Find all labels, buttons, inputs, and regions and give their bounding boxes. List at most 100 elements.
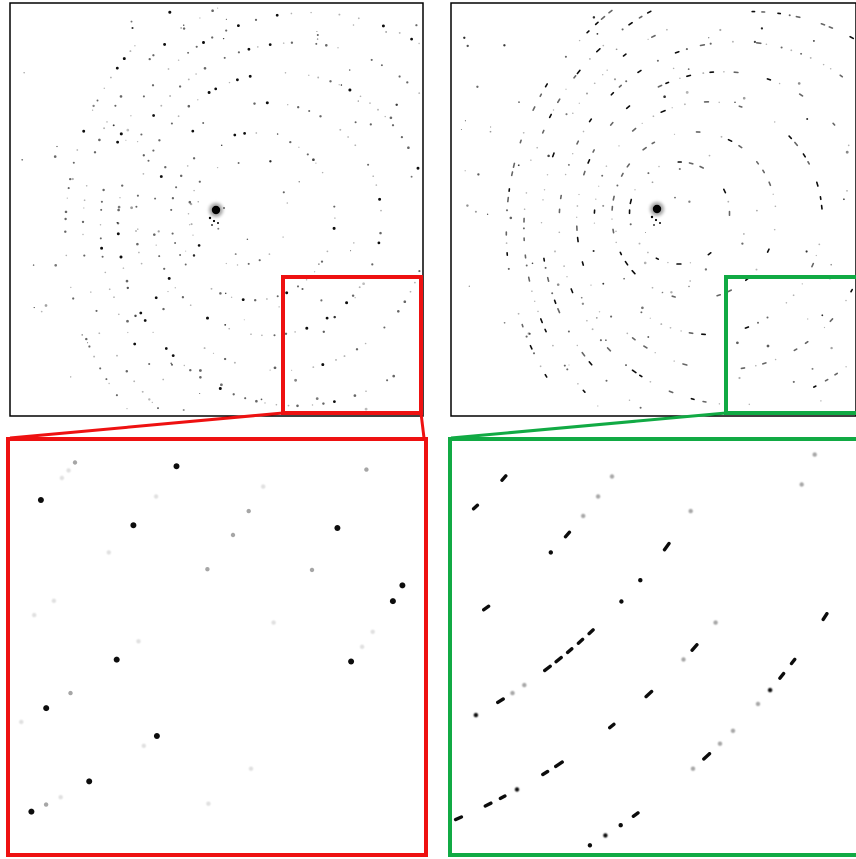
diffraction-spot — [247, 47, 251, 51]
diffraction-spot — [364, 407, 368, 411]
diffraction-spot — [505, 242, 508, 244]
zoomed-spot — [141, 743, 146, 748]
zoomed-spot — [576, 637, 585, 645]
zoomed-spot — [514, 787, 520, 792]
diffraction-spot — [197, 99, 199, 101]
zoomed-spot — [799, 482, 804, 487]
diffraction-spot — [103, 127, 106, 130]
diffraction-spot — [716, 293, 722, 297]
diffraction-spot — [169, 95, 172, 97]
diffraction-spot — [578, 102, 580, 104]
diffraction-spot — [199, 392, 201, 395]
diffraction-spot — [306, 153, 309, 156]
left-zoom-panel — [6, 437, 428, 857]
diffraction-spot — [398, 75, 401, 78]
diffraction-spot — [233, 361, 236, 364]
diffraction-spot — [736, 341, 739, 345]
diffraction-spot — [731, 40, 734, 43]
diffraction-spot — [839, 74, 844, 78]
zoomed-spot — [543, 664, 552, 673]
diffraction-spot — [316, 30, 318, 33]
diffraction-spot — [532, 352, 536, 355]
diffraction-spot — [282, 191, 285, 194]
diffraction-spot — [316, 33, 319, 37]
zoomed-spot — [755, 701, 761, 707]
diffraction-spot — [568, 364, 570, 366]
diffraction-spot — [637, 69, 642, 74]
diffraction-spot — [233, 133, 237, 137]
diffraction-spot — [152, 149, 155, 152]
diffraction-spot — [755, 364, 757, 367]
diffraction-spot — [348, 69, 351, 71]
diffraction-spot — [175, 186, 178, 189]
diffraction-spot — [332, 226, 336, 230]
diffraction-spot — [99, 237, 102, 240]
diffraction-spot — [189, 202, 193, 206]
diffraction-spot — [722, 188, 727, 194]
diffraction-spot — [845, 299, 847, 302]
diffraction-spot — [531, 290, 533, 292]
zoomed-spot — [565, 647, 574, 655]
diffraction-spot — [641, 306, 644, 310]
diffraction-spot — [151, 401, 153, 404]
diffraction-spot — [181, 296, 185, 299]
diffraction-spot — [343, 355, 346, 358]
diffraction-spot — [553, 299, 557, 305]
diffraction-spot — [378, 197, 382, 201]
diffraction-spot — [631, 269, 636, 275]
diffraction-spot — [600, 15, 606, 21]
diffraction-spot — [592, 16, 596, 19]
diffraction-spot — [651, 181, 654, 184]
diffraction-spot — [211, 9, 214, 12]
zoomed-spot — [389, 598, 396, 605]
diffraction-spot — [284, 72, 287, 74]
zoomed-spot — [681, 657, 686, 662]
diffraction-spot — [255, 132, 258, 134]
diffraction-spot — [828, 26, 834, 29]
diffraction-spot — [178, 85, 182, 88]
diffraction-spot — [148, 398, 151, 401]
diffraction-spot — [186, 165, 189, 167]
zoomed-spot — [812, 452, 817, 457]
diffraction-spot — [403, 300, 407, 304]
diffraction-spot — [556, 98, 561, 104]
zoomed-spot — [662, 541, 671, 552]
diffraction-spot — [542, 199, 544, 201]
zoomed-spot — [821, 612, 829, 622]
diffraction-spot — [122, 267, 125, 269]
diffraction-spot — [261, 334, 263, 337]
diffraction-spot — [222, 37, 225, 40]
diffraction-spot — [416, 166, 420, 170]
diffraction-spot — [623, 277, 625, 280]
diffraction-spot — [418, 270, 421, 273]
diffraction-spot — [766, 316, 769, 319]
diffraction-spot — [112, 124, 115, 127]
diffraction-spot — [162, 378, 165, 381]
diffraction-spot — [672, 67, 675, 70]
diffraction-spot — [588, 361, 593, 366]
diffraction-spot — [829, 68, 832, 70]
diffraction-spot — [152, 54, 155, 57]
zoomed-spot — [32, 612, 37, 618]
diffraction-spot — [117, 313, 120, 316]
diffraction-spot — [381, 24, 385, 28]
diffraction-spot — [536, 146, 539, 149]
diffraction-spot — [546, 276, 550, 283]
diffraction-spot — [519, 139, 522, 144]
diffraction-spot — [386, 379, 389, 382]
diffraction-spot — [634, 189, 636, 191]
diffraction-spot — [202, 41, 205, 43]
zoomed-spot — [619, 599, 624, 604]
diffraction-spot — [802, 153, 807, 158]
zoomed-spot — [19, 719, 24, 725]
diffraction-spot — [395, 103, 398, 107]
diffraction-spot — [563, 265, 565, 267]
diffraction-spot — [685, 91, 689, 94]
diffraction-spot — [708, 37, 710, 39]
diffraction-spot — [727, 289, 733, 293]
diffraction-spot — [64, 210, 68, 214]
diffraction-spot — [230, 296, 233, 298]
diffraction-spot — [101, 255, 104, 258]
diffraction-spot — [187, 78, 190, 81]
